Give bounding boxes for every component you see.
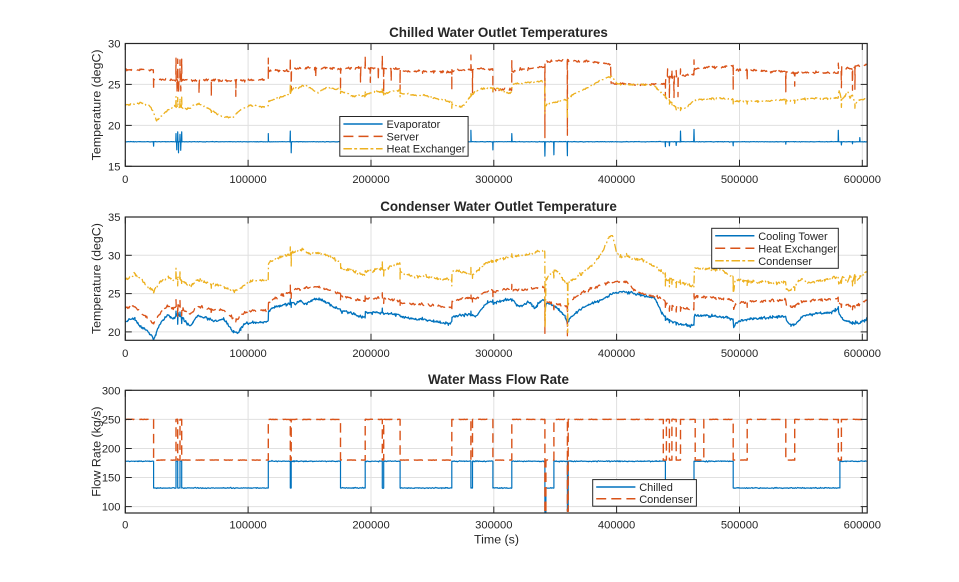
svg-text:600000: 600000 [844,174,881,186]
svg-text:500000: 500000 [721,520,758,532]
svg-text:0: 0 [122,348,128,360]
svg-text:100000: 100000 [229,174,266,186]
svg-text:30: 30 [108,250,120,262]
svg-text:200000: 200000 [352,520,389,532]
svg-text:Chilled Water Outlet Temperatu: Chilled Water Outlet Temperatures [389,25,608,40]
svg-text:Condenser: Condenser [639,494,693,506]
svg-text:20: 20 [108,120,120,132]
svg-text:Time (s): Time (s) [474,532,519,546]
svg-text:15: 15 [108,161,120,173]
svg-text:300: 300 [102,385,121,397]
svg-text:Condenser Water Outlet Tempera: Condenser Water Outlet Temperature [380,199,617,214]
svg-text:100: 100 [102,502,121,514]
svg-text:Heat Exchanger: Heat Exchanger [387,144,466,156]
svg-text:35: 35 [108,212,120,224]
svg-text:400000: 400000 [598,520,635,532]
svg-text:250: 250 [102,414,121,426]
svg-text:0: 0 [122,174,128,186]
svg-text:Server: Server [387,131,420,143]
svg-text:Flow Rate (kg/s): Flow Rate (kg/s) [90,406,104,496]
svg-text:0: 0 [122,520,128,532]
svg-text:Cooling Tower: Cooling Tower [758,231,828,243]
svg-text:Condenser: Condenser [758,256,812,268]
svg-text:300000: 300000 [475,348,512,360]
svg-text:100000: 100000 [229,348,266,360]
svg-text:Heat Exchanger: Heat Exchanger [758,243,837,255]
svg-text:400000: 400000 [598,348,635,360]
svg-text:100000: 100000 [229,520,266,532]
svg-text:25: 25 [108,289,120,301]
svg-text:200: 200 [102,444,121,456]
svg-text:600000: 600000 [844,348,881,360]
svg-text:500000: 500000 [721,348,758,360]
svg-text:200000: 200000 [352,348,389,360]
svg-text:25: 25 [108,79,120,91]
svg-text:Chilled: Chilled [639,482,673,494]
svg-text:30: 30 [108,39,120,51]
svg-text:200000: 200000 [352,174,389,186]
svg-text:20: 20 [108,327,120,339]
svg-text:Evaporator: Evaporator [387,119,441,131]
svg-text:300000: 300000 [475,520,512,532]
svg-text:Water Mass Flow Rate: Water Mass Flow Rate [428,372,569,387]
svg-text:500000: 500000 [721,174,758,186]
svg-text:Temperature (degC): Temperature (degC) [90,223,104,334]
svg-text:300000: 300000 [475,174,512,186]
svg-text:400000: 400000 [598,174,635,186]
svg-text:Temperature (degC): Temperature (degC) [90,49,104,160]
svg-text:600000: 600000 [844,520,881,532]
svg-text:150: 150 [102,473,121,485]
